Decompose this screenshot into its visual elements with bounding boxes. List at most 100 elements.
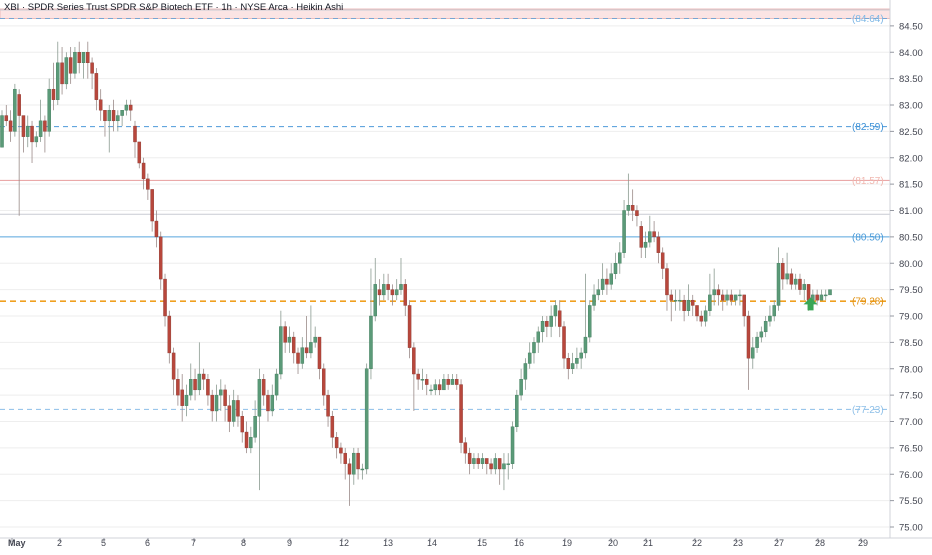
candle (536, 326, 541, 353)
candle (755, 331, 759, 353)
candle (545, 316, 549, 338)
candle-body (489, 463, 493, 470)
candle (334, 432, 339, 459)
candle-body (94, 73, 99, 100)
candle (253, 400, 257, 443)
candle-body (17, 94, 21, 116)
candle-body (137, 141, 142, 164)
candle (4, 105, 9, 127)
candle (742, 294, 746, 327)
level-label-1: (82.59) (852, 122, 884, 133)
candle (776, 247, 781, 311)
candle-body (150, 189, 154, 222)
candle (304, 316, 309, 359)
candle (34, 131, 39, 148)
candle (828, 289, 832, 296)
candle-body (798, 278, 802, 290)
candle (64, 52, 69, 90)
candle (412, 342, 416, 411)
candle-body (73, 52, 77, 74)
candle-body (193, 379, 197, 391)
time-tick-label: 28 (815, 538, 825, 548)
candle-body (334, 437, 339, 449)
level-label-4: (79.28) (852, 297, 884, 308)
candle (257, 368, 262, 491)
candle (193, 368, 197, 401)
price-tick-label: 81.50 (899, 180, 923, 191)
candle-body (450, 379, 455, 385)
candle (291, 331, 296, 364)
candle (485, 458, 489, 475)
candle-body (656, 236, 661, 253)
candle-body (399, 284, 403, 290)
candle (236, 395, 240, 427)
candle-body (437, 384, 442, 391)
candle-body (313, 336, 317, 343)
time-tick-label: 21 (643, 538, 653, 548)
candle (819, 289, 824, 301)
candle (472, 453, 476, 469)
candle-body (502, 463, 506, 470)
candle (506, 453, 510, 480)
candle-body (605, 278, 609, 285)
candle-body (197, 373, 202, 391)
candle-body (806, 284, 811, 301)
candle-body (626, 205, 631, 211)
candle-body (407, 305, 412, 348)
candle (721, 289, 725, 311)
candle-body (725, 294, 729, 301)
candle-body (360, 468, 365, 471)
candle-body (25, 125, 30, 137)
candle-body (352, 452, 356, 475)
candle-body (493, 458, 498, 470)
candle-body (167, 315, 172, 354)
candle (0, 110, 4, 148)
candle (673, 289, 678, 311)
candle (553, 300, 558, 327)
candle-body (377, 289, 382, 296)
candle-body (304, 347, 309, 354)
price-tick-label: 77.50 (899, 391, 923, 402)
candle-body (38, 120, 43, 137)
candle (347, 458, 352, 506)
candle (13, 83, 17, 137)
candle-body (549, 315, 553, 327)
candle-body (815, 294, 819, 301)
candle (583, 273, 588, 359)
candle (369, 268, 373, 380)
price-tick-label: 82.00 (899, 153, 923, 164)
time-tick-label: 14 (427, 538, 437, 548)
candle (695, 305, 699, 322)
candle (339, 442, 343, 464)
candle-body (253, 416, 257, 438)
candle-body (682, 299, 686, 311)
candle-body (21, 115, 26, 137)
candle (690, 294, 695, 316)
candle (386, 273, 390, 301)
time-tick-label: 6 (145, 538, 150, 548)
candle (223, 384, 227, 422)
price-tick-label: 84.00 (899, 48, 923, 59)
candle (150, 189, 154, 232)
candle (407, 300, 412, 359)
candle (656, 231, 661, 264)
time-tick-label: 9 (287, 538, 292, 548)
candle-body (467, 452, 472, 464)
candle-body (291, 336, 296, 354)
time-tick-label: 19 (562, 538, 572, 548)
candle-body (257, 379, 262, 417)
candle (116, 110, 120, 132)
time-tick-label: 12 (339, 538, 349, 548)
candle (712, 268, 716, 306)
candle-body (690, 299, 695, 306)
candle (227, 395, 232, 433)
candle-body (60, 62, 64, 85)
candle-body (158, 236, 163, 280)
candle (296, 347, 300, 375)
candle-body (600, 278, 605, 290)
candle (733, 294, 738, 306)
candle-body (287, 336, 292, 343)
candle (519, 368, 523, 401)
